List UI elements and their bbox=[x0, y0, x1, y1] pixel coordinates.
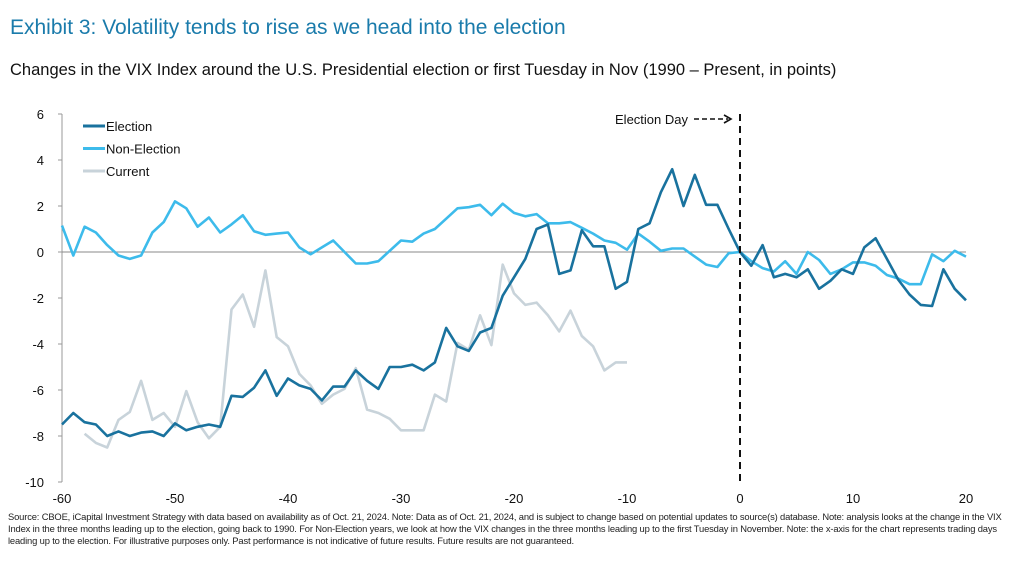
x-tick-label: -20 bbox=[505, 491, 524, 506]
election-day-label: Election Day bbox=[615, 112, 688, 127]
y-tick-label: 0 bbox=[37, 245, 44, 260]
legend-label: Non-Election bbox=[106, 142, 180, 157]
x-tick-label: 0 bbox=[736, 491, 743, 506]
y-tick-label: -2 bbox=[32, 291, 44, 306]
y-tick-label: -10 bbox=[25, 475, 44, 490]
legend-label: Election bbox=[106, 119, 152, 134]
chart-subtitle: Changes in the VIX Index around the U.S.… bbox=[10, 61, 837, 79]
x-tick-label: -50 bbox=[166, 491, 185, 506]
legend-label: Current bbox=[106, 164, 150, 179]
x-tick-label: -40 bbox=[279, 491, 298, 506]
y-tick-label: -8 bbox=[32, 429, 44, 444]
y-tick-label: 2 bbox=[37, 199, 44, 214]
x-tick-label: 20 bbox=[959, 491, 973, 506]
y-tick-label: -4 bbox=[32, 337, 44, 352]
x-tick-label: -30 bbox=[392, 491, 411, 506]
y-tick-label: 6 bbox=[37, 107, 44, 122]
x-tick-label: -60 bbox=[53, 491, 72, 506]
x-tick-label: 10 bbox=[846, 491, 860, 506]
y-tick-label: 4 bbox=[37, 153, 44, 168]
series-line-current bbox=[83, 263, 627, 449]
arrow-right-icon bbox=[723, 114, 733, 124]
x-tick-label: -10 bbox=[618, 491, 637, 506]
source-note: Source: CBOE, iCapital Investment Strate… bbox=[8, 511, 1002, 547]
chart-title: Exhibit 3: Volatility tends to rise as w… bbox=[10, 16, 566, 39]
series-line-election bbox=[61, 167, 967, 438]
y-tick-label: -6 bbox=[32, 383, 44, 398]
series-line-non-election bbox=[60, 200, 967, 286]
